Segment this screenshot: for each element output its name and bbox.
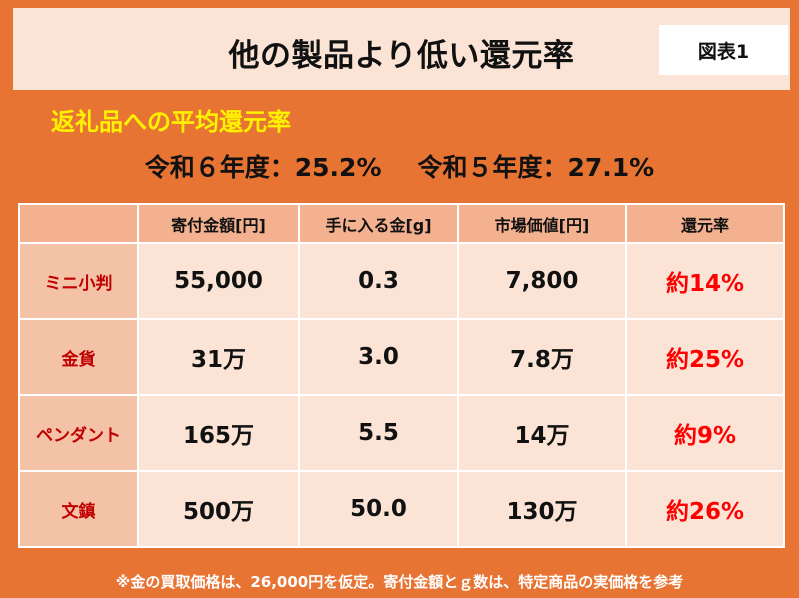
average-rates: 令和６年度：25.2% 令和５年度：27.1% xyxy=(0,148,799,184)
gold-cell: 5.5 xyxy=(298,394,459,472)
header-cell-market: 市場価値[円] xyxy=(457,203,627,244)
table-row: 文鎮 500万 50.0 130万 約26% xyxy=(18,470,785,548)
market-cell: 7.8万 xyxy=(457,318,627,396)
gold-cell: 3.0 xyxy=(298,318,459,396)
footnote: ※金の買取価格は、26,000円を仮定。寄付金額とｇ数は、特定商品の実価格を参考 xyxy=(115,573,684,591)
donation-cell: 500万 xyxy=(137,470,300,548)
table-header-row: 寄付金額[円] 手に入る金[g] 市場価値[円] 還元率 xyxy=(18,203,785,244)
row-label: 文鎮 xyxy=(18,470,139,548)
market-cell: 130万 xyxy=(457,470,627,548)
gold-cell: 0.3 xyxy=(298,242,459,320)
rate-cell: 約14% xyxy=(625,242,785,320)
header-cell-donation: 寄付金額[円] xyxy=(137,203,300,244)
table-row: 金貨 31万 3.0 7.8万 約25% xyxy=(18,318,785,396)
rate-reiwa6: 令和６年度：25.2% xyxy=(144,153,382,182)
rate-reiwa5: 令和５年度：27.1% xyxy=(417,153,655,182)
gold-cell: 50.0 xyxy=(298,470,459,548)
comparison-table: 寄付金額[円] 手に入る金[g] 市場価値[円] 還元率 ミニ小判 55,000… xyxy=(18,203,785,548)
row-label: ミニ小判 xyxy=(18,242,139,320)
donation-cell: 165万 xyxy=(137,394,300,472)
rate-cell: 約26% xyxy=(625,470,785,548)
subtitle: 返礼品への平均還元率 xyxy=(51,108,291,136)
header-cell-blank xyxy=(18,203,139,244)
title-band: 他の製品より低い還元率 図表1 xyxy=(13,8,790,90)
donation-cell: 31万 xyxy=(137,318,300,396)
page-title: 他の製品より低い還元率 xyxy=(228,38,575,74)
market-cell: 7,800 xyxy=(457,242,627,320)
rate-cell: 約25% xyxy=(625,318,785,396)
row-label: 金貨 xyxy=(18,318,139,396)
header-cell-rate: 還元率 xyxy=(625,203,785,244)
table-row: ミニ小判 55,000 0.3 7,800 約14% xyxy=(18,242,785,320)
row-label: ペンダント xyxy=(18,394,139,472)
figure-label: 図表1 xyxy=(659,25,788,75)
donation-cell: 55,000 xyxy=(137,242,300,320)
header-cell-gold: 手に入る金[g] xyxy=(298,203,459,244)
rate-cell: 約9% xyxy=(625,394,785,472)
table-row: ペンダント 165万 5.5 14万 約9% xyxy=(18,394,785,472)
market-cell: 14万 xyxy=(457,394,627,472)
